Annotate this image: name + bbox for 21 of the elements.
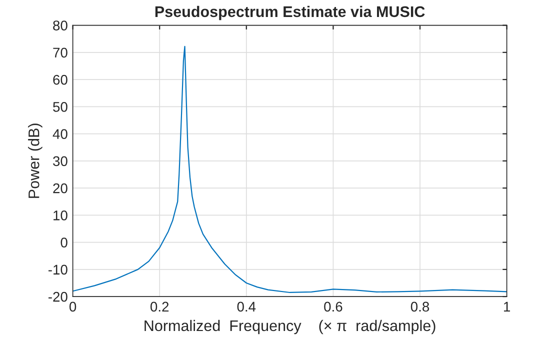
y-tick-label: 10 xyxy=(54,210,68,220)
y-tick-label: -10 xyxy=(48,264,68,275)
y-tick-label: 50 xyxy=(53,102,68,112)
y-tick-label: -20 xyxy=(48,292,68,302)
x-tick-label: 0.2 xyxy=(150,302,169,312)
y-tick-label: 60 xyxy=(53,74,68,85)
y-tick-label: 40 xyxy=(52,129,68,139)
x-tick-label: 1 xyxy=(504,302,510,312)
y-axis-title: Power (dB) xyxy=(28,124,42,198)
y-tick-label: 30 xyxy=(53,156,68,166)
line-series xyxy=(72,46,507,294)
y-tick-label: 80 xyxy=(53,20,68,30)
y-tick-label: 70 xyxy=(53,48,68,58)
chart-title: Pseudospectrum Estimate via MUSIC xyxy=(155,6,425,20)
x-tick-label: 0 xyxy=(69,302,76,312)
y-tick-label: 20 xyxy=(53,183,68,194)
x-tick-label: 0.8 xyxy=(410,302,430,312)
x-tick-label: 0.4 xyxy=(237,302,256,312)
y-tick-label: 0 xyxy=(60,238,68,248)
x-tick-label: 0.6 xyxy=(324,302,342,312)
x-axis-title: Normalized Frequency (× π rad/sample) xyxy=(144,320,436,334)
